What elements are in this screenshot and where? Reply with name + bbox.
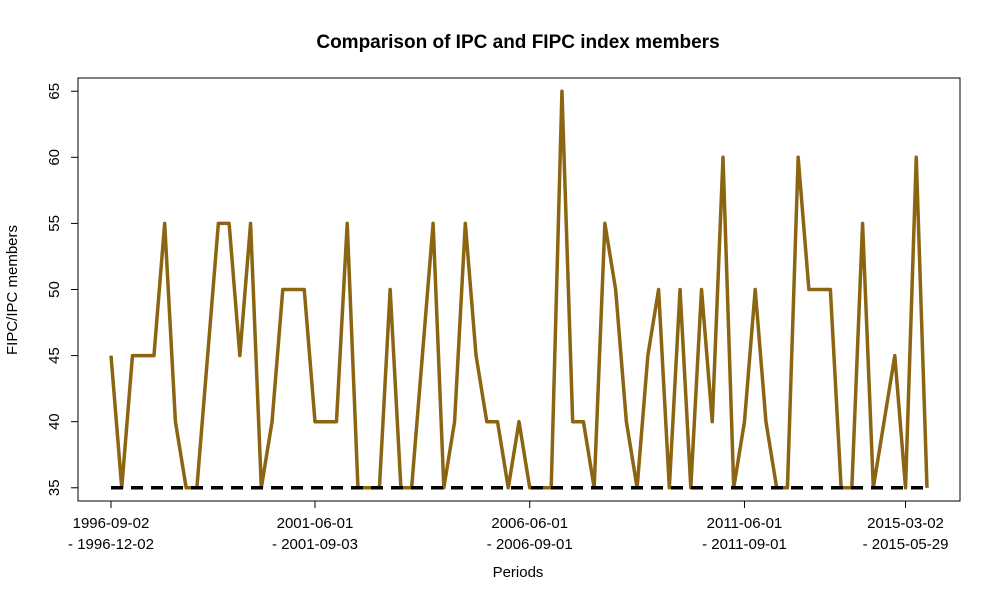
y-tick-label: 40	[46, 413, 63, 430]
y-tick-label: 50	[46, 281, 63, 298]
x-tick-label: 2015-03-02	[867, 515, 944, 532]
x-tick-label: - 2011-09-01	[702, 536, 787, 553]
members-series-line	[109, 89, 929, 490]
y-tick-label: 60	[46, 149, 63, 166]
x-axis: 1996-09-02 - 1996-12-02 2001-06-01 - 2001-0…	[68, 501, 948, 553]
x-tick-label: - 2001-09-03	[272, 536, 358, 553]
x-tick-label: 2001-06-01	[277, 515, 354, 532]
series-layer	[109, 89, 929, 490]
y-axis-label: FIPC/IPC members	[4, 225, 21, 355]
x-tick-label: - 2015-05-29	[863, 536, 949, 553]
x-tick-label: 2011-06-01	[707, 515, 783, 532]
y-tick-label: 65	[46, 83, 63, 100]
x-axis-label: Periods	[493, 564, 544, 581]
x-tick-label: - 2006-09-01	[487, 536, 573, 553]
y-tick-label: 35	[46, 479, 63, 496]
x-tick-label: 2006-06-01	[491, 515, 568, 532]
y-tick-label: 55	[46, 215, 63, 232]
x-tick-label: 1996-09-02	[73, 515, 150, 532]
x-tick-label: - 1996-12-02	[68, 536, 154, 553]
y-tick-label: 45	[46, 347, 63, 364]
y-axis: 35 40 45 50 55 60 65	[46, 83, 78, 496]
chart-title: Comparison of IPC and FIPC index members	[316, 32, 719, 53]
